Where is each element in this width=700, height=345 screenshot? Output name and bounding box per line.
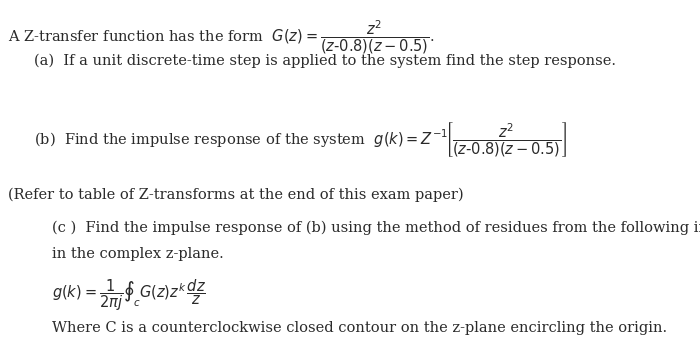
Text: $g(k) = \dfrac{1}{2\pi j}\oint_c G(z)z^k\,\dfrac{dz}{z}$: $g(k) = \dfrac{1}{2\pi j}\oint_c G(z)z^k… <box>52 278 206 313</box>
Text: (a)  If a unit discrete-time step is applied to the system find the step respons: (a) If a unit discrete-time step is appl… <box>34 53 615 68</box>
Text: A Z-transfer function has the form  $G(z) = \dfrac{z^2}{(z\text{-}0.8)(z-0.5)}$.: A Z-transfer function has the form $G(z)… <box>8 19 435 56</box>
Text: (Refer to table of Z-transforms at the end of this exam paper): (Refer to table of Z-transforms at the e… <box>8 188 464 203</box>
Text: (c )  Find the impulse response of (b) using the method of residues from the fol: (c ) Find the impulse response of (b) us… <box>52 221 700 235</box>
Text: in the complex z-plane.: in the complex z-plane. <box>52 247 224 261</box>
Text: (b)  Find the impulse response of the system  $g(k) = Z^{-1}\!\left[\dfrac{z^2}{: (b) Find the impulse response of the sys… <box>34 121 567 159</box>
Text: Where C is a counterclockwise closed contour on the z-plane encircling the origi: Where C is a counterclockwise closed con… <box>52 321 668 335</box>
